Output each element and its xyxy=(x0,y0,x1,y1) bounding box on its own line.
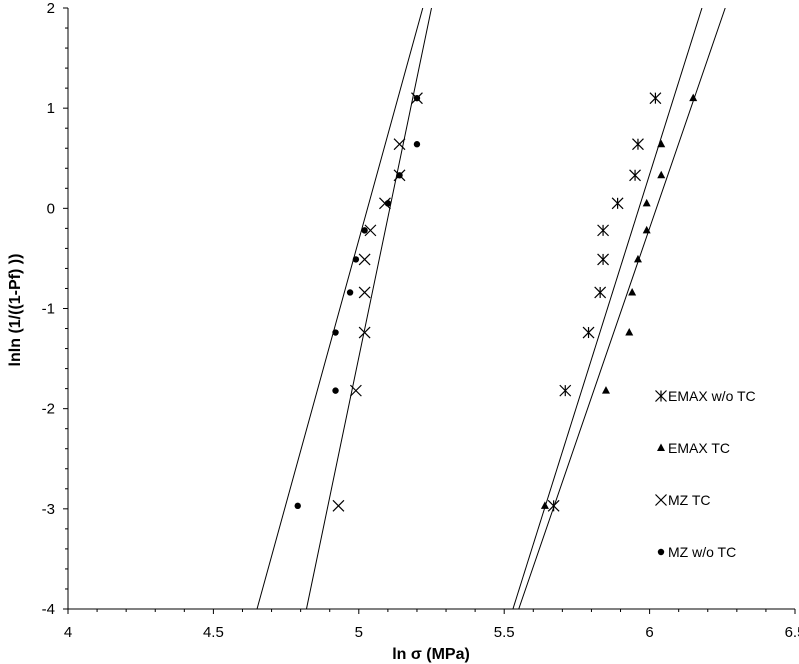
axes xyxy=(63,7,796,614)
point-emax-w-o-tc xyxy=(629,169,641,182)
point-mz-tc xyxy=(364,224,377,237)
point-emax-w-o-tc xyxy=(597,224,609,237)
point-emax-w-o-tc xyxy=(547,499,560,512)
point-mz-w-o-tc xyxy=(413,141,421,148)
point-emax-tc xyxy=(689,93,698,102)
fit-line-mz-w-o-tc xyxy=(256,8,424,609)
y-tick-label: 1 xyxy=(47,100,55,117)
point-emax-w-o-tc xyxy=(597,253,609,266)
data-markers xyxy=(294,92,698,512)
legend-marker-mz-w-o-tc xyxy=(657,548,665,556)
point-mz-w-o-tc xyxy=(332,387,339,394)
legend-label-mz-tc: MZ TC xyxy=(668,492,711,508)
point-emax-tc xyxy=(633,254,642,263)
point-mz-w-o-tc xyxy=(413,94,421,102)
x-tick-label: 6.5 xyxy=(785,624,799,641)
point-mz-tc xyxy=(358,286,371,299)
legend-marker-emax-tc xyxy=(657,443,665,451)
legend-marker-mz-tc xyxy=(655,494,667,506)
point-mz-w-o-tc xyxy=(361,227,368,234)
point-emax-tc xyxy=(642,225,651,234)
point-emax-tc xyxy=(657,139,666,148)
x-tick-label: 5.5 xyxy=(494,624,515,641)
y-tick-label: 2 xyxy=(47,0,55,17)
point-emax-w-o-tc xyxy=(632,138,644,151)
point-emax-w-o-tc xyxy=(611,197,624,210)
x-tick-label: 4 xyxy=(64,624,72,641)
point-mz-tc xyxy=(332,499,345,512)
point-mz-w-o-tc xyxy=(384,200,392,207)
tick-labels: 4 4.5 5 5.5 6 6.5 -4 -3 -2 -1 0 1 2 xyxy=(42,0,799,641)
point-emax-tc xyxy=(642,198,651,207)
point-mz-w-o-tc xyxy=(396,172,403,179)
legend-label-emax-w-o-tc: EMAX w/o TC xyxy=(668,388,756,404)
point-mz-tc xyxy=(358,253,371,266)
y-tick-label: -3 xyxy=(42,501,55,518)
point-emax-tc xyxy=(540,501,549,509)
point-mz-w-o-tc xyxy=(346,289,354,296)
fit-line-mz-tc xyxy=(305,8,432,609)
y-tick-label: -2 xyxy=(42,401,55,418)
x-tick-label: 5 xyxy=(355,624,363,641)
legend-marker-emax-w-o-tc xyxy=(655,390,667,402)
y-tick-label: -1 xyxy=(42,301,55,318)
y-tick-label: -4 xyxy=(42,601,55,618)
point-emax-tc xyxy=(625,328,634,336)
point-mz-tc xyxy=(393,138,406,151)
point-emax-w-o-tc xyxy=(582,326,595,339)
x-tick-label: 4.5 xyxy=(203,624,224,641)
point-emax-w-o-tc xyxy=(594,286,607,299)
point-emax-w-o-tc xyxy=(559,384,572,397)
x-axis-title: ln σ (MPa) xyxy=(392,646,470,663)
legend: EMAX w/o TC EMAX TC MZ TC MZ w/o TC xyxy=(655,388,756,560)
point-mz-tc xyxy=(358,326,371,339)
legend-label-mz-w-o-tc: MZ w/o TC xyxy=(668,544,736,560)
fit-line-emax-w-o-tc xyxy=(512,8,703,609)
point-mz-w-o-tc xyxy=(294,502,301,510)
point-emax-w-o-tc xyxy=(649,92,662,105)
legend-label-emax-tc: EMAX TC xyxy=(668,440,730,456)
y-tick-label: 0 xyxy=(47,200,55,217)
point-emax-tc xyxy=(601,386,610,394)
point-mz-w-o-tc xyxy=(332,329,339,336)
point-emax-tc xyxy=(628,287,637,296)
point-mz-tc xyxy=(349,384,362,397)
y-axis-title: lnln (1/((1-Pf) )) xyxy=(7,254,24,367)
point-mz-w-o-tc xyxy=(352,256,360,263)
x-tick-label: 6 xyxy=(645,624,653,641)
point-emax-tc xyxy=(657,170,666,179)
